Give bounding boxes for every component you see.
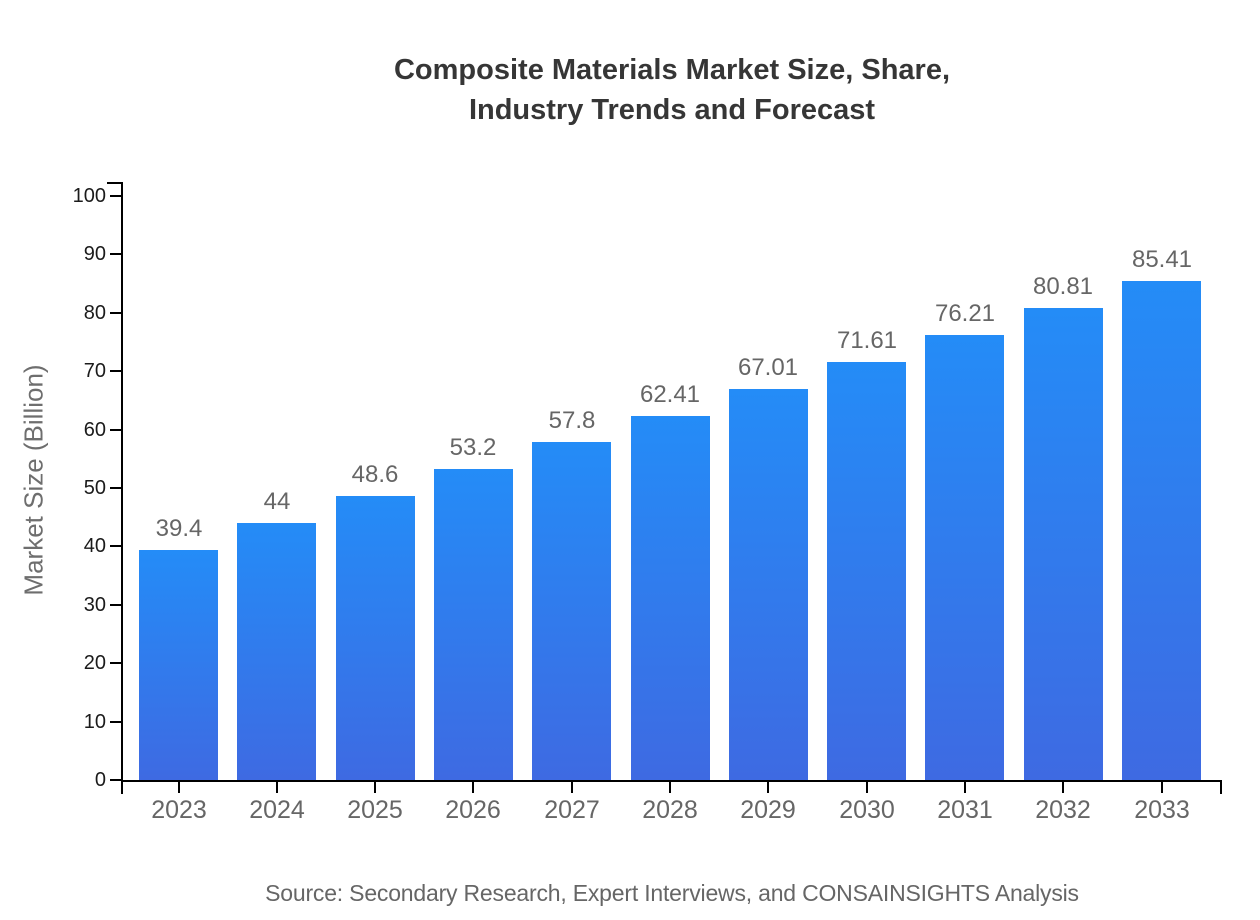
bar	[631, 416, 710, 780]
y-axis-outer-cap	[107, 182, 121, 184]
x-tick	[767, 782, 769, 793]
x-tick	[1161, 782, 1163, 793]
y-tick-label: 60	[83, 419, 106, 441]
x-tick-label: 2029	[740, 796, 796, 824]
x-tick	[964, 782, 966, 793]
bar-value-label: 57.8	[548, 407, 596, 434]
y-axis-line	[121, 182, 123, 782]
bar-value-label: 67.01	[737, 354, 799, 381]
y-tick-label: 40	[83, 535, 106, 557]
y-tick-label: 30	[83, 594, 106, 616]
bar-value-label: 48.6	[351, 461, 399, 488]
bar-value-label: 76.21	[934, 300, 996, 327]
bar	[336, 496, 415, 780]
x-tick	[178, 782, 180, 793]
y-tick	[110, 779, 121, 781]
bar-value-label: 80.81	[1032, 273, 1094, 300]
bar	[532, 442, 611, 780]
x-tick-label: 2033	[1134, 796, 1190, 824]
x-tick	[374, 782, 376, 793]
x-tick	[472, 782, 474, 793]
x-tick	[276, 782, 278, 793]
x-tick	[866, 782, 868, 793]
chart-title: Composite Materials Market Size, Share, …	[122, 50, 1222, 130]
bar	[729, 389, 808, 780]
y-tick	[110, 487, 121, 489]
y-tick	[110, 253, 121, 255]
bar	[925, 335, 1004, 780]
y-tick-label: 100	[72, 185, 106, 207]
bar-value-label: 44	[263, 488, 291, 515]
source-note: Source: Secondary Research, Expert Inter…	[265, 880, 1079, 906]
x-axis-outer-cap-right	[1220, 780, 1222, 794]
y-tick-label: 10	[83, 711, 106, 733]
bar	[1024, 308, 1103, 780]
y-tick-label: 70	[83, 360, 106, 382]
bar-value-label: 71.61	[836, 327, 898, 354]
x-tick-label: 2027	[544, 796, 600, 824]
chart-title-line-2: Industry Trends and Forecast	[468, 94, 876, 126]
x-axis-outer-cap-left	[121, 780, 123, 794]
x-tick-label: 2024	[249, 796, 305, 824]
y-tick	[110, 312, 121, 314]
y-tick-label: 50	[83, 477, 106, 499]
x-tick	[669, 782, 671, 793]
x-tick	[1062, 782, 1064, 793]
x-tick-label: 2032	[1035, 796, 1091, 824]
y-tick	[110, 662, 121, 664]
y-tick	[110, 370, 121, 372]
bar	[237, 523, 316, 780]
y-tick	[110, 545, 121, 547]
y-tick	[110, 721, 121, 723]
bar	[139, 550, 218, 780]
y-tick-label: 20	[83, 652, 106, 674]
x-tick-label: 2028	[642, 796, 698, 824]
bar-value-label: 39.4	[155, 515, 203, 542]
bar	[1122, 281, 1201, 780]
x-tick-label: 2031	[937, 796, 993, 824]
y-tick	[110, 604, 121, 606]
y-tick-label: 80	[83, 302, 106, 324]
bar-value-label: 53.2	[449, 434, 497, 461]
y-tick	[110, 195, 121, 197]
x-tick-label: 2030	[839, 796, 895, 824]
x-tick-label: 2023	[151, 796, 207, 824]
x-axis-line	[121, 780, 1222, 782]
x-tick	[571, 782, 573, 793]
y-tick	[110, 429, 121, 431]
x-tick-label: 2025	[347, 796, 403, 824]
bar	[434, 469, 513, 780]
y-tick-label: 0	[94, 769, 106, 791]
y-tick-label: 90	[83, 243, 106, 265]
x-tick-label: 2026	[445, 796, 501, 824]
chart-title-line-1: Composite Materials Market Size, Share,	[393, 54, 951, 86]
bar-value-label: 85.41	[1131, 246, 1193, 273]
bar-value-label: 62.41	[639, 381, 701, 408]
bar	[827, 362, 906, 780]
